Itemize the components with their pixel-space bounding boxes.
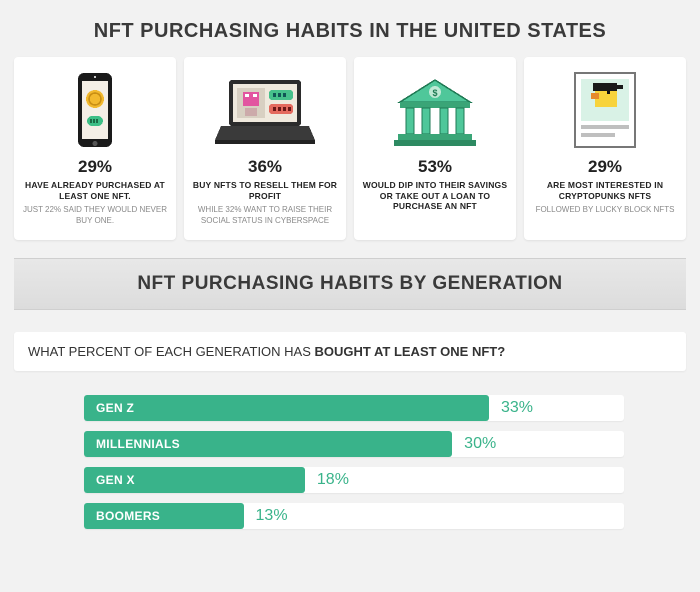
bar-fill: GEN X: [84, 467, 305, 493]
stat-card-2: 36% BUY NFTS TO RESELL THEM FOR PROFIT W…: [184, 57, 346, 240]
bar-fill: MILLENNIALS: [84, 431, 452, 457]
bar-label: BOOMERS: [96, 509, 160, 523]
phone-nft-icon: [70, 69, 120, 151]
bar-value: 33%: [501, 395, 533, 421]
stat-percent: 36%: [248, 157, 282, 177]
stat-bold: ARE MOST INTERESTED IN CRYPTOPUNKS NFTS: [532, 180, 678, 201]
bar-label: MILLENNIALS: [96, 437, 180, 451]
main-title: NFT PURCHASING HABITS IN THE UNITED STAT…: [14, 20, 686, 43]
stat-bold: WOULD DIP INTO THEIR SAVINGS OR TAKE OUT…: [362, 180, 508, 212]
nft-frame-duck-icon: [571, 69, 639, 151]
stat-percent: 29%: [588, 157, 622, 177]
bar-row: BOOMERS 13%: [84, 503, 624, 529]
bar-label: GEN X: [96, 473, 135, 487]
stat-percent: 53%: [418, 157, 452, 177]
stat-sub: JUST 22% SAID THEY WOULD NEVER BUY ONE.: [22, 205, 168, 226]
stat-bold: HAVE ALREADY PURCHASED AT LEAST ONE NFT.: [22, 180, 168, 201]
stat-sub: FOLLOWED BY LUCKY BLOCK NFTS: [536, 205, 675, 215]
section2-title: NFT PURCHASING HABITS BY GENERATION: [14, 273, 686, 295]
bank-icon: $: [394, 69, 476, 151]
bar-fill: BOOMERS: [84, 503, 244, 529]
laptop-trade-icon: [215, 69, 315, 151]
section2-title-band: NFT PURCHASING HABITS BY GENERATION: [14, 258, 686, 310]
bar-row: GEN Z 33%: [84, 395, 624, 421]
bar-row: GEN X 18%: [84, 467, 624, 493]
stat-percent: 29%: [78, 157, 112, 177]
question-prefix: WHAT PERCENT OF EACH GENERATION HAS: [28, 344, 315, 359]
generation-bar-chart: GEN Z 33% MILLENNIALS 30% GEN X 18% BOOMERS 13%: [84, 395, 624, 529]
bar-value: 18%: [317, 467, 349, 493]
bar-row: MILLENNIALS 30%: [84, 431, 624, 457]
bar-fill: GEN Z: [84, 395, 489, 421]
stat-cards-row: 29% HAVE ALREADY PURCHASED AT LEAST ONE …: [14, 57, 686, 240]
main-title-band: NFT PURCHASING HABITS IN THE UNITED STAT…: [14, 12, 686, 57]
section-generation: NFT PURCHASING HABITS BY GENERATION WHAT…: [14, 258, 686, 529]
question-bold: BOUGHT AT LEAST ONE NFT?: [315, 344, 506, 359]
bar-value: 30%: [464, 431, 496, 457]
stat-bold: BUY NFTS TO RESELL THEM FOR PROFIT: [192, 180, 338, 201]
bar-value: 13%: [256, 503, 288, 529]
bar-label: GEN Z: [96, 401, 134, 415]
stat-card-4: 29% ARE MOST INTERESTED IN CRYPTOPUNKS N…: [524, 57, 686, 240]
stat-card-3: $ 53% WOULD DIP INTO THEIR SAVINGS OR TA…: [354, 57, 516, 240]
stat-sub: WHILE 32% WANT TO RAISE THEIR SOCIAL STA…: [192, 205, 338, 226]
chart-question: WHAT PERCENT OF EACH GENERATION HAS BOUG…: [14, 332, 686, 371]
stat-card-1: 29% HAVE ALREADY PURCHASED AT LEAST ONE …: [14, 57, 176, 240]
svg-text:$: $: [432, 88, 437, 98]
